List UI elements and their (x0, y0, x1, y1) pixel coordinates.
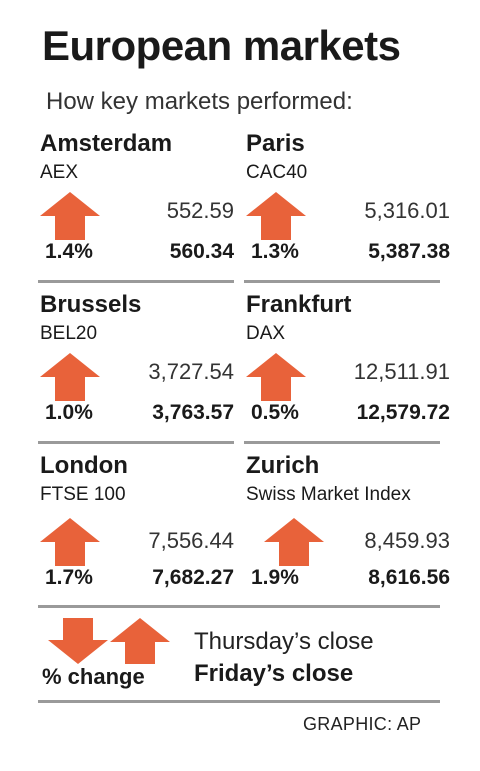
friday-close: 7,682.27 (152, 566, 234, 589)
thursday-close: 5,316.01 (364, 198, 450, 223)
row-divider (38, 280, 234, 283)
legend-thursday-close: Thursday’s close (194, 628, 374, 655)
market-index: CAC40 (246, 162, 308, 183)
pct-change: 1.9% (251, 566, 299, 589)
thursday-close: 7,556.44 (148, 528, 234, 553)
market-card-london: London FTSE 100 7,556.44 1.7% 7,682.27 (40, 452, 240, 602)
up-arrow-icon (40, 518, 100, 566)
market-city: Brussels (40, 291, 142, 318)
thursday-close: 8,459.93 (364, 528, 450, 553)
market-index: BEL20 (40, 323, 98, 344)
friday-close: 12,579.72 (356, 401, 450, 424)
market-city: Amsterdam (40, 130, 173, 157)
up-arrow-icon (246, 353, 306, 401)
up-arrow-icon (246, 192, 306, 240)
market-index: FTSE 100 (40, 484, 126, 505)
up-arrow-icon (40, 353, 100, 401)
friday-close: 5,387.38 (368, 240, 450, 263)
thursday-close: 12,511.91 (353, 359, 450, 384)
market-index: AEX (40, 162, 79, 183)
pct-change: 0.5% (251, 401, 299, 424)
graphic-credit: GRAPHIC: AP (303, 714, 422, 734)
market-city: London (40, 452, 128, 479)
market-card-frankfurt: Frankfurt DAX 12,511.91 0.5% 12,579.72 (246, 291, 450, 441)
market-city: Zurich (246, 452, 320, 479)
thursday-close: 552.59 (166, 198, 234, 223)
market-city: Paris (246, 130, 305, 157)
market-index: Swiss Market Index (246, 484, 411, 505)
row-divider (244, 280, 440, 283)
down-arrow-icon (48, 618, 108, 664)
pct-change: 1.3% (251, 240, 299, 263)
legend-divider (38, 605, 440, 608)
up-arrow-icon (40, 192, 100, 240)
pct-change: 1.4% (45, 240, 93, 263)
legend-friday-close: Friday’s close (194, 660, 354, 687)
market-card-paris: Paris CAC40 5,316.01 1.3% 5,387.38 (246, 130, 450, 280)
market-index: DAX (246, 323, 286, 344)
row-divider (38, 441, 234, 444)
chart-subtitle: How key markets performed: (46, 88, 353, 115)
thursday-close: 3,727.54 (148, 359, 234, 384)
legend-pct-change: % change (42, 664, 145, 689)
market-card-zurich: Zurich Swiss Market Index 8,459.93 1.9% … (246, 452, 450, 602)
friday-close: 8,616.56 (368, 566, 450, 589)
pct-change: 1.7% (45, 566, 93, 589)
friday-close: 560.34 (169, 240, 234, 263)
footer-divider (38, 700, 440, 703)
market-city: Frankfurt (246, 291, 352, 318)
up-arrow-icon (264, 518, 324, 566)
pct-change: 1.0% (45, 401, 93, 424)
market-card-amsterdam: Amsterdam AEX 552.59 1.4% 560.34 (40, 130, 240, 280)
market-card-brussels: Brussels BEL20 3,727.54 1.0% 3,763.57 (40, 291, 240, 441)
chart-title: European markets (42, 22, 401, 69)
row-divider (244, 441, 440, 444)
friday-close: 3,763.57 (152, 401, 234, 424)
up-arrow-icon (110, 618, 170, 664)
